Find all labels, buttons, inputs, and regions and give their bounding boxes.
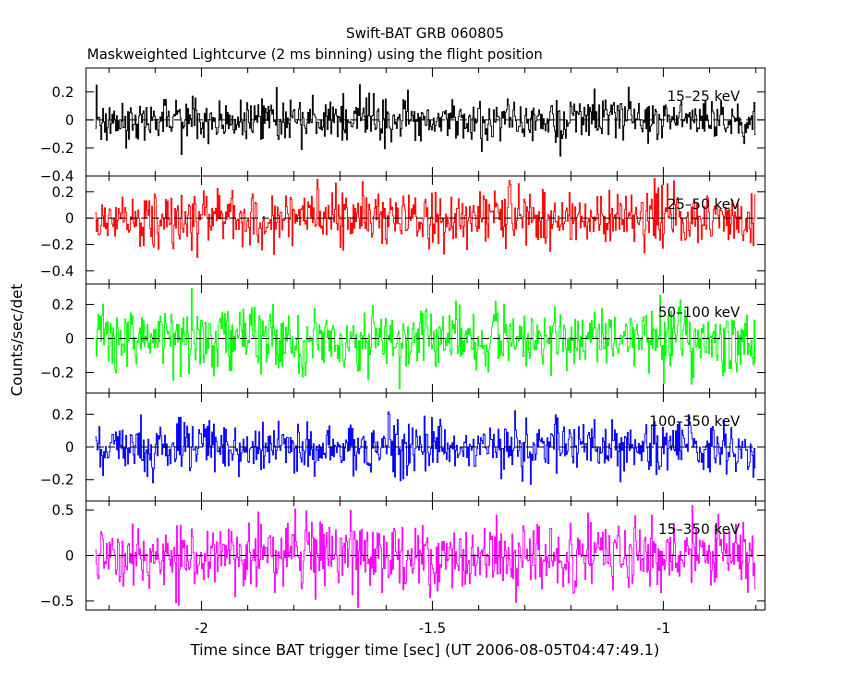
x-tick-label: -1 [656,621,670,637]
energy-band-label: 50–100 keV [658,305,740,321]
lightcurve-series [95,410,756,485]
y-tick-label: 0 [65,549,74,565]
y-tick-label: −0.2 [40,141,74,157]
panel-4: 0.2 0 −0.2 100–350 keV [40,392,766,502]
y-tick-label: 0 [65,211,74,227]
y-tick-label: −0.4 [40,169,74,185]
chart-title: Swift-BAT GRB 060805 [346,26,504,42]
x-tick-label: -2 [194,621,208,637]
chart-subtitle: Maskweighted Lightcurve (2 ms binning) u… [87,47,543,63]
y-tick-label: 0 [65,113,74,129]
lightcurve-series [95,84,756,157]
y-axis-label: Counts/sec/det [8,284,26,397]
panel-1: 0.2 0 −0.2 −0.4 15–25 keV [40,67,766,185]
energy-band-label: 100–350 keV [649,414,740,430]
x-axis-label: Time since BAT trigger time [sec] (UT 20… [190,641,660,659]
panels-group: 0.2 0 −0.2 −0.4 15–25 keV 0.2 0 −0.2 −0.4 25–50 k… [40,67,766,637]
energy-band-label: 25–50 keV [667,197,740,213]
y-tick-label: 0.2 [52,185,74,201]
y-tick-label: −0.5 [40,594,74,610]
y-tick-label: 0 [65,440,74,456]
y-tick-label: 0.2 [52,297,74,313]
panel-3: 0.2 0 −0.2 50–100 keV [40,283,766,394]
y-tick-label: −0.4 [40,264,74,280]
x-tick-label: -1.5 [419,621,446,637]
y-tick-label: 0.2 [52,85,74,101]
y-tick-label: 0 [65,332,74,348]
y-tick-label: −0.2 [40,366,74,382]
lightcurve-series [95,178,756,258]
panel-5: 0.5 0 −0.5 15–350 keV [40,500,766,611]
y-tick-label: 0.2 [52,407,74,423]
lightcurve-series [95,288,756,389]
y-tick-label: 0.5 [52,503,74,519]
panel-2: 0.2 0 −0.2 −0.4 25–50 keV [40,175,766,285]
y-tick-label: −0.2 [40,237,74,253]
lightcurve-series [95,505,756,608]
energy-band-label: 15–25 keV [667,89,740,105]
energy-band-label: 15–350 keV [658,522,740,538]
y-tick-label: −0.2 [40,473,74,489]
